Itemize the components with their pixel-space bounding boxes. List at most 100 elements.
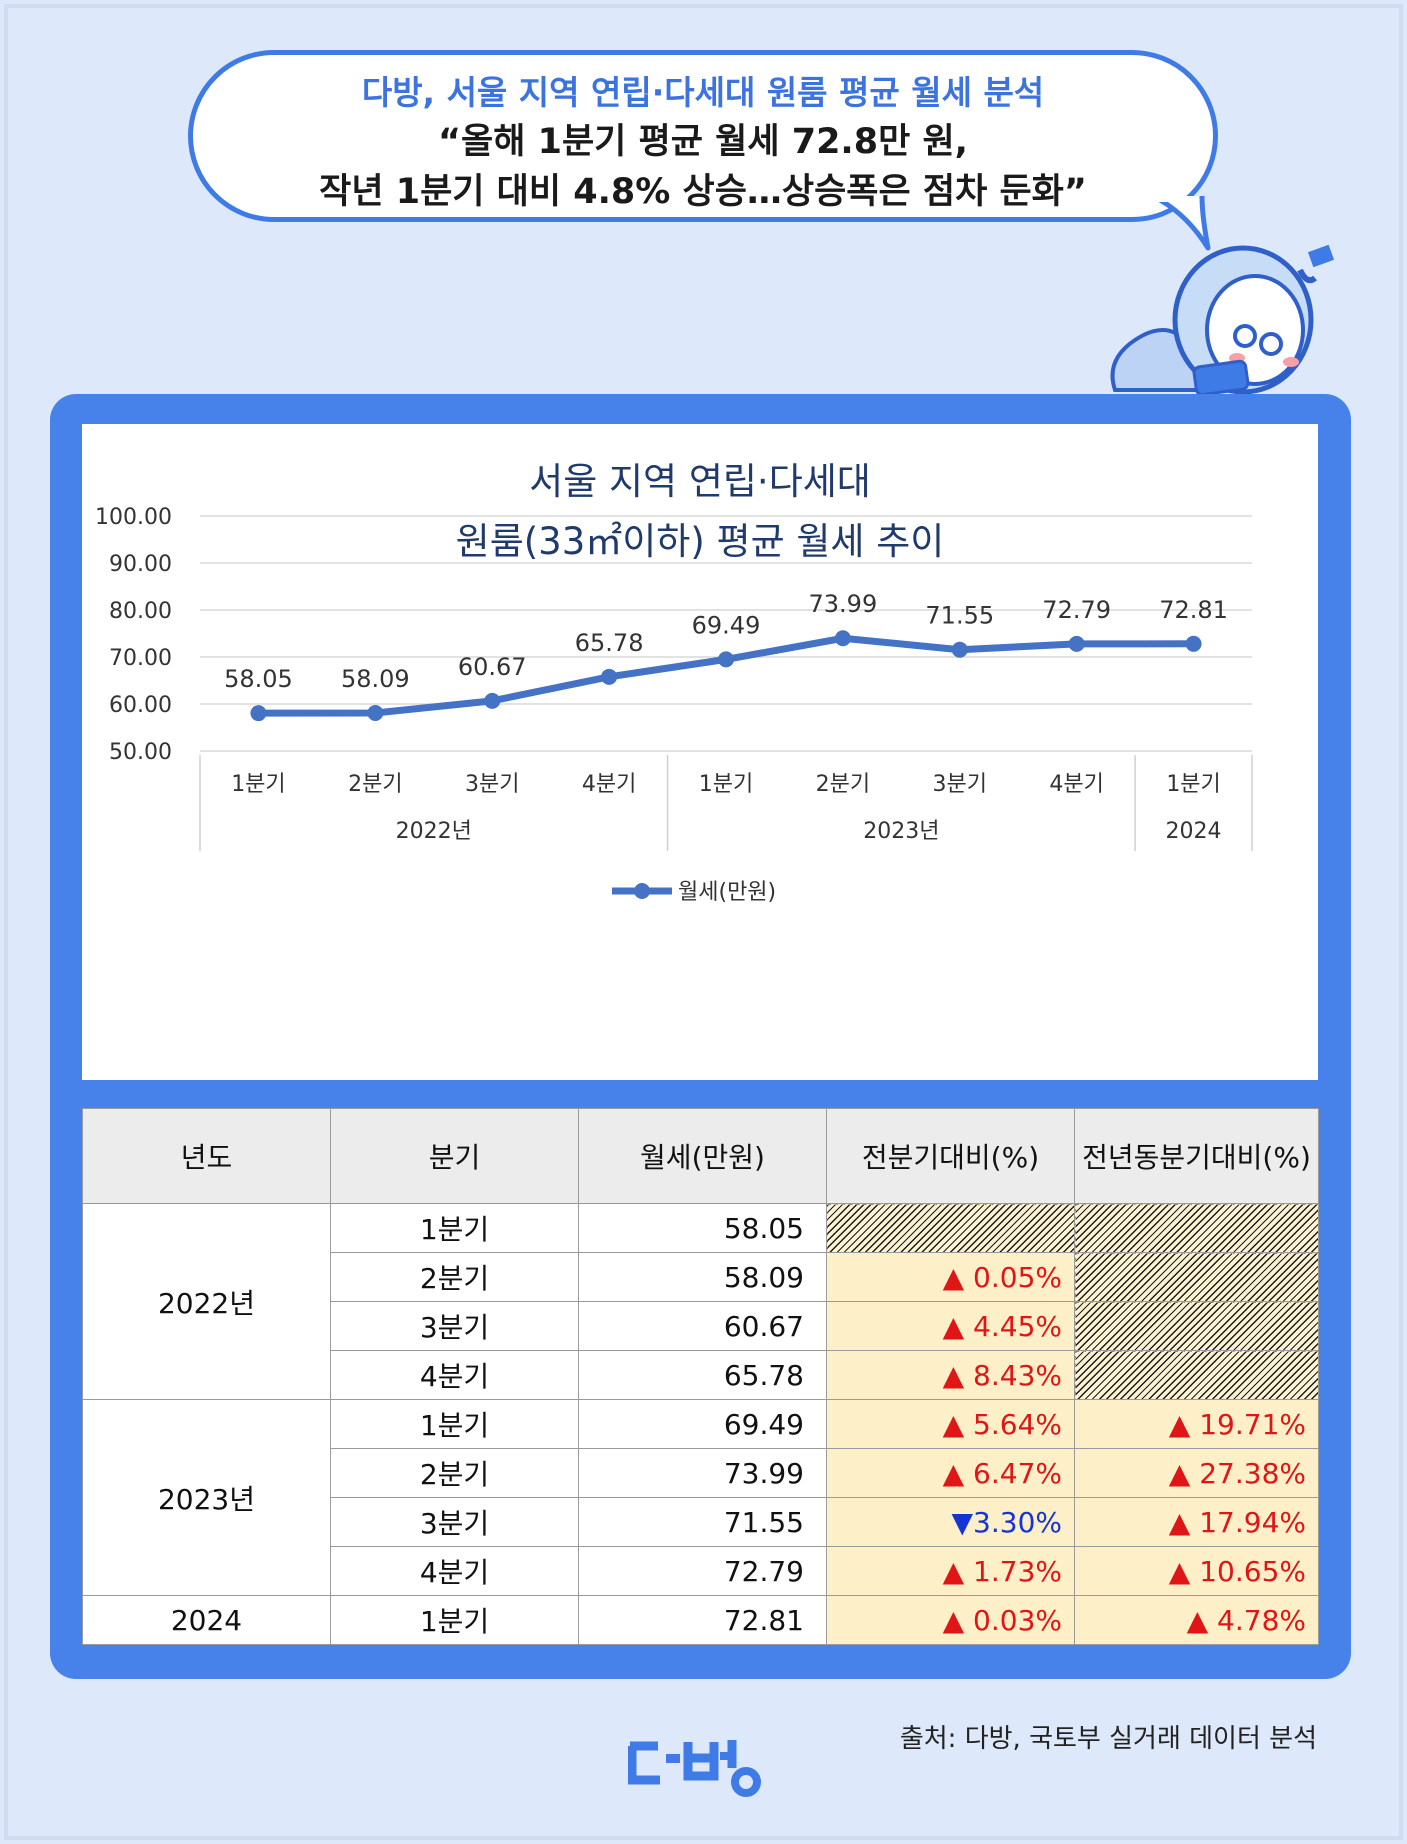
y-tick-label: 90.00	[109, 552, 172, 577]
quarter-cell: 2분기	[330, 1252, 579, 1302]
page-border	[4, 4, 1403, 1840]
rent-cell: 72.81	[578, 1595, 827, 1645]
header-qoq: 전분기대비(%)	[826, 1108, 1075, 1204]
table-row: 2분기 73.99 ▲ 6.47% ▲ 27.38%	[83, 1448, 1319, 1498]
year-cell: 2024	[82, 1595, 331, 1645]
legend-marker	[634, 883, 650, 899]
x-tick-label: 2분기	[816, 772, 870, 797]
yoy-cell: ▲ 17.94%	[1074, 1497, 1319, 1547]
data-label: 72.81	[1159, 596, 1228, 624]
dabang-logo: 다방	[628, 1740, 761, 1797]
chart-title: 서울 지역 연립·다세대 원룸(33㎡이하) 평균 월세 추이	[82, 452, 1318, 572]
qoq-cell: ▲ 1.73%	[826, 1546, 1075, 1596]
x-tick-label: 1분기	[699, 772, 753, 797]
y-tick-label: 60.00	[109, 693, 172, 718]
x-group-label: 2024	[1166, 819, 1222, 844]
data-point	[250, 705, 267, 722]
x-tick-label: 1분기	[231, 772, 285, 797]
rent-cell: 58.09	[578, 1252, 827, 1302]
quarter-cell: 2분기	[330, 1448, 579, 1498]
yoy-cell: ▲ 10.65%	[1074, 1546, 1319, 1596]
data-point	[367, 704, 384, 721]
data-point	[1068, 635, 1085, 652]
quarter-cell: 4분기	[330, 1546, 579, 1596]
yoy-cell-empty	[1074, 1252, 1319, 1302]
yoy-cell: ▲ 19.71%	[1074, 1399, 1319, 1449]
y-tick-label: 50.00	[109, 740, 172, 765]
quarter-cell: 1분기	[330, 1399, 579, 1449]
bubble-tail	[1158, 196, 1211, 251]
rent-cell: 72.79	[578, 1546, 827, 1596]
chart-title-line-1: 서울 지역 연립·다세대	[529, 460, 871, 503]
table-row: 3분기 60.67 ▲ 4.45%	[83, 1301, 1319, 1351]
sleeping-mascot-icon	[1110, 244, 1335, 397]
qoq-cell: ▲ 8.43%	[826, 1350, 1075, 1400]
header-rent: 월세(만원)	[578, 1108, 827, 1204]
year-cell: 2023년	[82, 1399, 331, 1596]
rent-cell: 58.05	[578, 1203, 827, 1253]
qoq-cell: ▲ 5.64%	[826, 1399, 1075, 1449]
quarter-cell: 4분기	[330, 1350, 579, 1400]
data-point	[951, 641, 968, 658]
yoy-cell-empty	[1074, 1301, 1319, 1351]
chart-title-line-2: 원룸(33㎡이하) 평균 월세 추이	[455, 520, 945, 563]
data-label: 72.79	[1042, 596, 1111, 624]
x-tick-label: 1분기	[1166, 772, 1220, 797]
header-quarter: 분기	[330, 1108, 579, 1204]
table-row: 2분기 58.09 ▲ 0.05%	[83, 1252, 1319, 1302]
data-label: 58.09	[341, 665, 410, 693]
table-row: 3분기 71.55 ▼3.30% ▲ 17.94%	[83, 1497, 1319, 1547]
x-tick-label: 3분기	[465, 772, 519, 797]
yoy-cell-empty	[1074, 1350, 1319, 1400]
year-cell: 2022년	[82, 1203, 331, 1400]
legend-label: 월세(만원)	[678, 880, 776, 905]
qoq-cell: ▲ 6.47%	[826, 1448, 1075, 1498]
headline-bubble: 다방, 서울 지역 연립·다세대 원룸 평균 월세 분석 “올해 1분기 평균 …	[188, 50, 1218, 222]
table-row: 4분기 65.78 ▲ 8.43%	[83, 1350, 1319, 1400]
table-row: 2023년 1분기 69.49 ▲ 5.64% ▲ 19.71%	[82, 1399, 1319, 1596]
quarter-cell: 1분기	[330, 1203, 579, 1253]
rent-line-chart: 100.00 90.00 80.00 70.00 60.00 50.00 1분기 2분기 3분기…	[95, 505, 1253, 905]
x-tick-label: 2분기	[348, 772, 402, 797]
data-label: 58.05	[224, 665, 293, 693]
data-label: 65.78	[575, 629, 644, 657]
yoy-cell-empty	[1074, 1203, 1319, 1253]
table-row: 2022년 1분기 58.05	[82, 1203, 1319, 1400]
data-point	[601, 668, 618, 685]
y-tick-label: 70.00	[109, 646, 172, 671]
qoq-cell: ▼3.30%	[826, 1497, 1075, 1547]
data-point	[484, 692, 501, 709]
table-header-row: 년도 분기 월세(만원) 전분기대비(%) 전년동분기대비(%)	[82, 1108, 1319, 1204]
chart-panel: 서울 지역 연립·다세대 원룸(33㎡이하) 평균 월세 추이 100.00 90…	[82, 424, 1318, 1080]
x-tick-label: 4분기	[582, 772, 636, 797]
headline-line-2: “올해 1분기 평균 월세 72.8만 원,	[438, 122, 968, 162]
rent-cell: 60.67	[578, 1301, 827, 1351]
y-tick-label: 100.00	[95, 505, 172, 530]
source-note: 출처: 다방, 국토부 실거래 데이터 분석	[899, 1724, 1317, 1754]
x-tick-label: 4분기	[1049, 772, 1103, 797]
qoq-cell: ▲ 0.03%	[826, 1595, 1075, 1645]
yoy-cell: ▲ 4.78%	[1074, 1595, 1319, 1645]
quarter-cell: 3분기	[330, 1301, 579, 1351]
rent-table: 년도 분기 월세(만원) 전분기대비(%) 전년동분기대비(%) 2022년 1…	[82, 1108, 1319, 1645]
header-yoy: 전년동분기대비(%)	[1074, 1108, 1319, 1204]
data-point	[834, 630, 851, 647]
headline-line-1: 다방, 서울 지역 연립·다세대 원룸 평균 월세 분석	[361, 73, 1045, 112]
quarter-cell: 3분기	[330, 1497, 579, 1547]
data-label: 69.49	[692, 611, 761, 639]
y-tick-label: 80.00	[109, 599, 172, 624]
data-label: 71.55	[925, 602, 994, 630]
data-label: 60.67	[458, 653, 527, 681]
data-label: 73.99	[809, 590, 878, 618]
rent-table-panel: 년도 분기 월세(만원) 전분기대비(%) 전년동분기대비(%) 2022년 1…	[82, 1108, 1319, 1645]
qoq-cell: ▲ 4.45%	[826, 1301, 1075, 1351]
rent-cell: 73.99	[578, 1448, 827, 1498]
rent-cell: 65.78	[578, 1350, 827, 1400]
rent-cell: 71.55	[578, 1497, 827, 1547]
x-group-label: 2022년	[396, 819, 472, 844]
quarter-cell: 1분기	[330, 1595, 579, 1645]
yoy-cell: ▲ 27.38%	[1074, 1448, 1319, 1498]
x-tick-label: 3분기	[933, 772, 987, 797]
rent-cell: 69.49	[578, 1399, 827, 1449]
header-year: 년도	[82, 1108, 331, 1204]
